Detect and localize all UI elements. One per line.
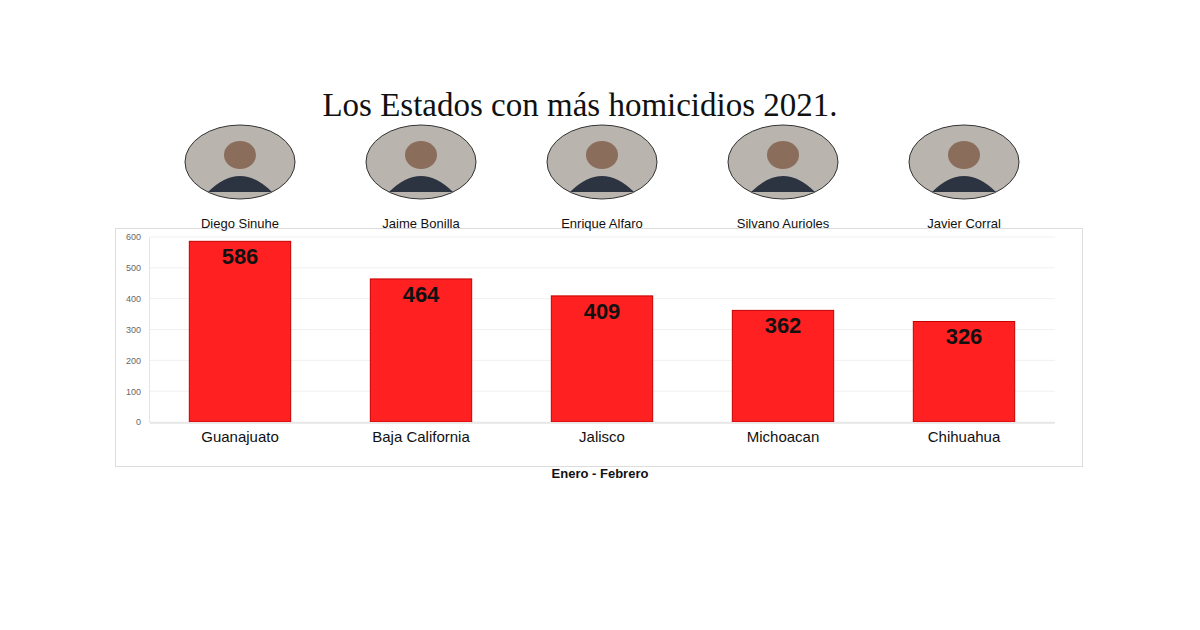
x-axis: Guanajuato Baja California Jalisco Michoaca… <box>150 423 1055 446</box>
data-label: 464 <box>403 282 440 307</box>
data-label: 409 <box>584 299 621 324</box>
governor-name: Silvano Aurioles <box>737 216 830 231</box>
bar <box>913 321 1014 422</box>
portrait-head <box>224 141 256 169</box>
grid <box>150 237 1055 422</box>
y-axis-line <box>149 238 150 423</box>
data-label: 586 <box>222 244 259 269</box>
portrait-head <box>586 141 618 169</box>
y-tick: 0 <box>136 417 149 427</box>
portrait-head <box>948 141 980 169</box>
bars <box>189 241 1014 422</box>
data-label: 326 <box>946 324 983 349</box>
portrait-body <box>751 176 815 192</box>
portrait-body <box>570 176 634 192</box>
portrait <box>366 125 476 199</box>
data-label: 362 <box>765 313 802 338</box>
portrait-body <box>208 176 272 192</box>
y-tick-label: 300 <box>126 325 141 335</box>
governors: Diego Sinuhe Jaime Bonilla Enrique Alfaro S… <box>185 125 1019 231</box>
y-tick-label: 200 <box>126 356 141 366</box>
portrait-body <box>389 176 453 192</box>
x-tick: Chihuahua <box>928 423 1001 446</box>
y-tick: 100 <box>126 387 149 397</box>
frame <box>116 229 1083 467</box>
portrait <box>909 125 1019 199</box>
bar <box>189 241 290 422</box>
x-tick-label: Guanajuato <box>201 428 279 445</box>
y-tick: 500 <box>126 263 149 273</box>
y-tick: 300 <box>126 325 149 335</box>
x-tick-label: Michoacan <box>747 428 820 445</box>
y-tick-label: 500 <box>126 263 141 273</box>
x-tick: Guanajuato <box>201 423 279 446</box>
bar <box>551 296 652 422</box>
portrait <box>185 125 295 199</box>
x-tick: Baja California <box>372 423 470 446</box>
bar <box>732 310 833 422</box>
governor-name: Enrique Alfaro <box>561 216 643 231</box>
x-tick-label: Jalisco <box>579 428 625 445</box>
portrait <box>547 125 657 199</box>
portrait-body <box>932 176 996 192</box>
x-tick-label: Chihuahua <box>928 428 1001 445</box>
y-tick: 400 <box>126 294 149 304</box>
x-axis-title: Enero - Febrero <box>552 466 649 481</box>
y-tick-label: 100 <box>126 387 141 397</box>
title: Los Estados con más homicidios 2021. <box>322 87 837 123</box>
x-tick: Jalisco <box>579 423 625 446</box>
x-axis-line <box>150 423 1055 424</box>
y-tick-label: 400 <box>126 294 141 304</box>
bar <box>370 279 471 422</box>
x-tick: Michoacan <box>747 423 820 446</box>
portrait <box>728 125 838 199</box>
portrait-head <box>405 141 437 169</box>
y-tick-label: 0 <box>136 417 141 427</box>
governor-name: Diego Sinuhe <box>201 216 279 231</box>
y-tick: 600 <box>126 232 149 242</box>
governor-name: Javier Corral <box>927 216 1001 231</box>
x-tick-label: Baja California <box>372 428 470 445</box>
grid-line <box>150 237 1055 238</box>
portrait-head <box>767 141 799 169</box>
chart: Los Estados con más homicidios 2021. 0 100… <box>0 0 1200 630</box>
governor-name: Jaime Bonilla <box>382 216 460 231</box>
data-labels: 586 464 409 362 326 <box>222 244 983 349</box>
y-tick: 200 <box>126 356 149 366</box>
y-axis: 0 100 200 300 400 500 600 <box>126 232 150 427</box>
y-tick-label: 600 <box>126 232 141 242</box>
